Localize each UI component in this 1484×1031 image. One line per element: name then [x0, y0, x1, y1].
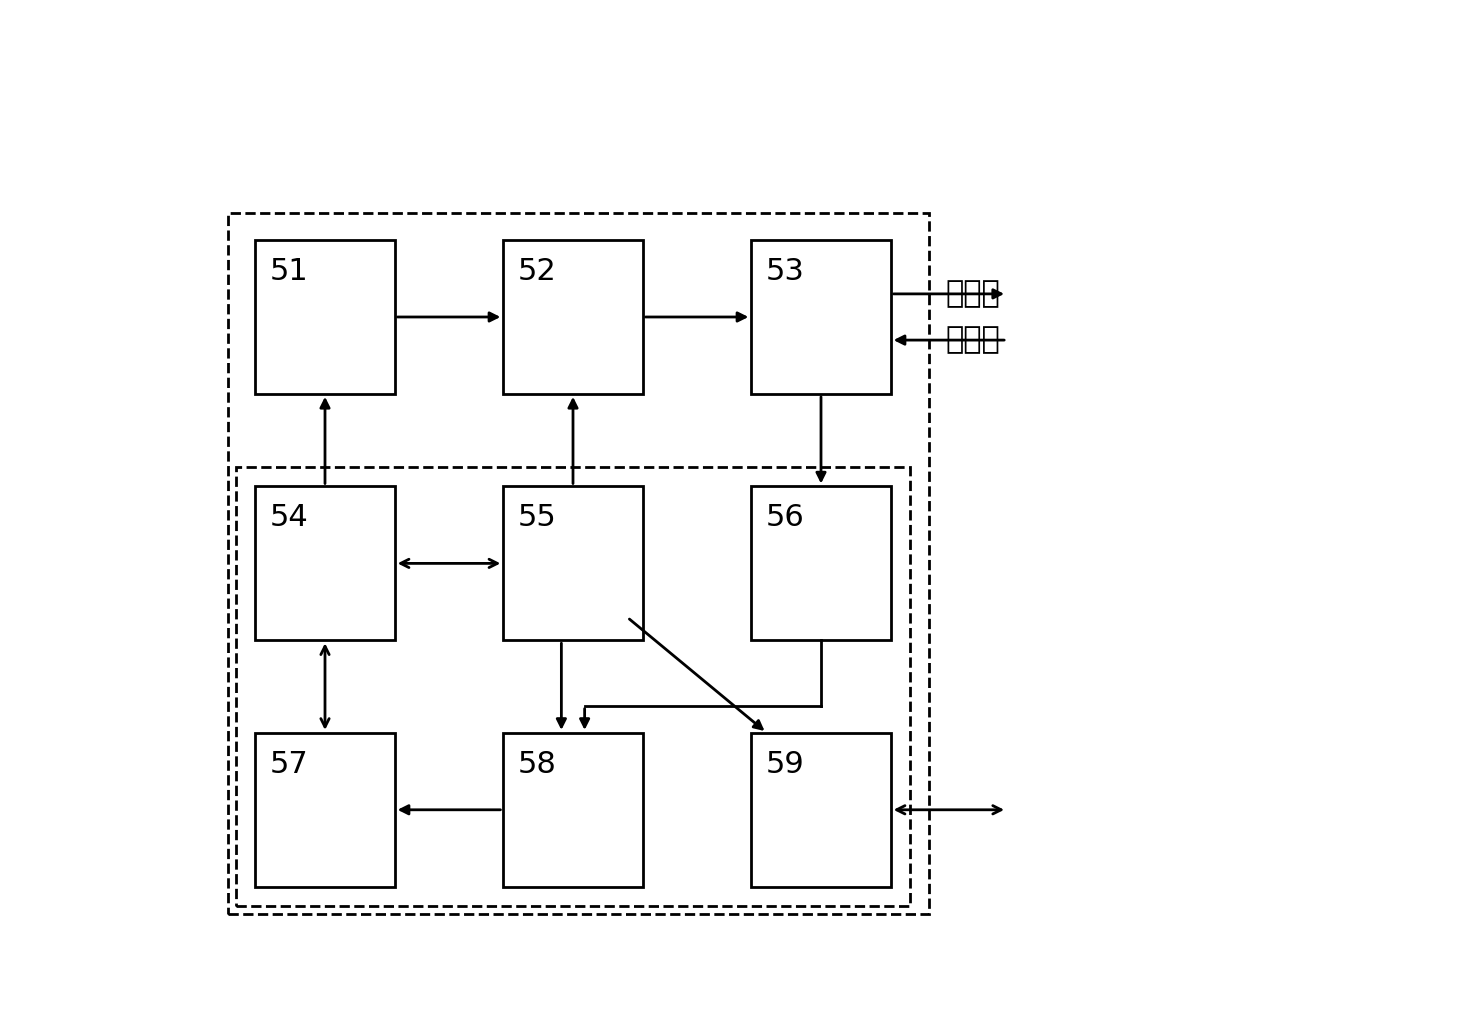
- Bar: [503, 240, 643, 394]
- Text: 反射光: 反射光: [945, 326, 1000, 355]
- Bar: [255, 487, 395, 640]
- Bar: [503, 487, 643, 640]
- Text: 57: 57: [269, 750, 309, 778]
- Bar: [255, 733, 395, 887]
- Bar: [255, 240, 395, 394]
- Text: 59: 59: [766, 750, 804, 778]
- Bar: [751, 733, 890, 887]
- Text: 54: 54: [269, 503, 309, 532]
- Text: 56: 56: [766, 503, 804, 532]
- Text: 52: 52: [518, 257, 556, 286]
- Bar: [751, 487, 890, 640]
- Text: 55: 55: [518, 503, 556, 532]
- Bar: [503, 733, 643, 887]
- Bar: [751, 240, 890, 394]
- Text: 入射光: 入射光: [945, 279, 1000, 308]
- Text: 58: 58: [518, 750, 556, 778]
- Bar: [229, 213, 929, 913]
- Text: 51: 51: [269, 257, 309, 286]
- Text: 53: 53: [766, 257, 804, 286]
- Bar: [236, 467, 910, 906]
